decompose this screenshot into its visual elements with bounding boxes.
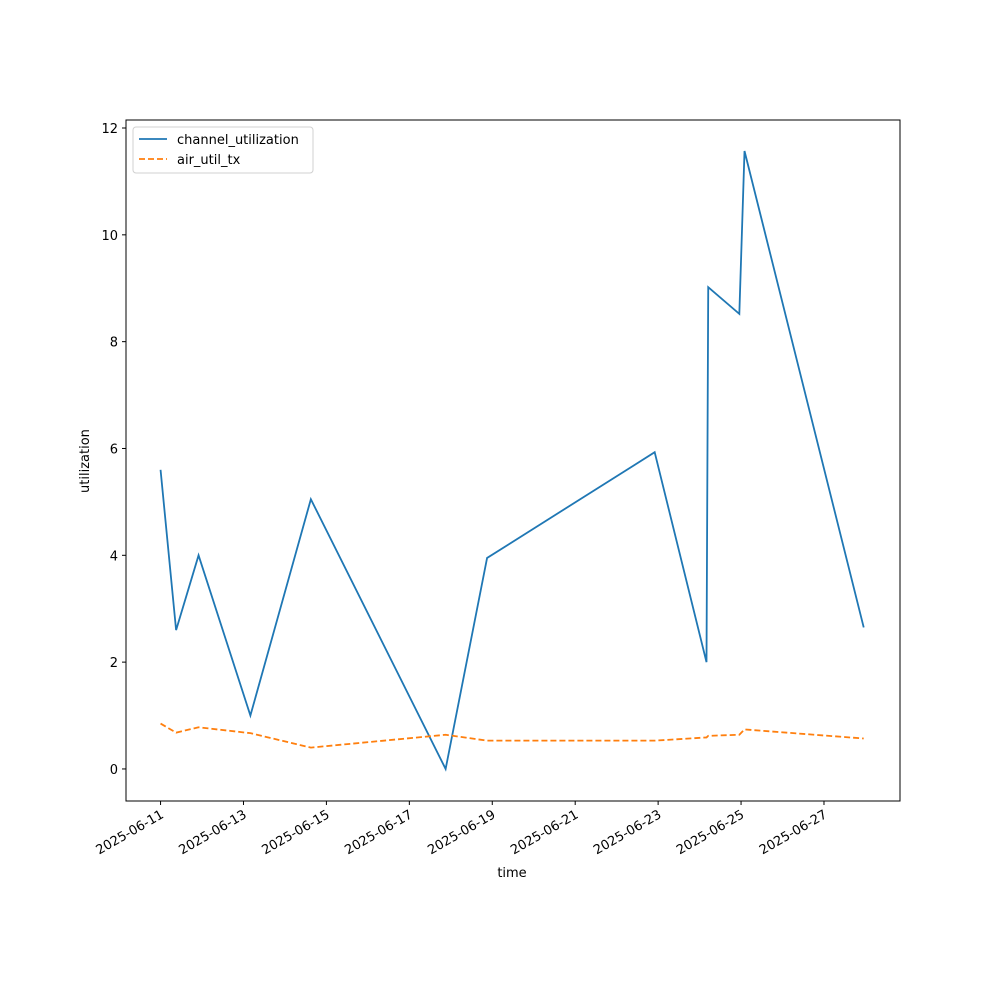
y-tick-label: 10: [101, 229, 118, 244]
y-tick-label: 8: [110, 336, 118, 351]
legend-box: [132, 126, 314, 174]
y-tick-label: 6: [110, 442, 118, 457]
x-axis-label: time: [497, 866, 526, 881]
series-line: [160, 722, 864, 749]
y-tick-label: 0: [110, 763, 118, 778]
legend-label: channel_utilization: [177, 133, 299, 148]
plot-frame: [125, 119, 901, 802]
series-line: [159, 150, 865, 772]
y-tick-label: 2: [110, 656, 118, 671]
legend-label: air_util_tx: [177, 153, 241, 168]
legend: channel_utilization air_util_tx: [132, 126, 314, 174]
y-axis-label: utilization: [78, 429, 93, 493]
y-tick-label: 4: [110, 549, 118, 564]
y-tick-label: 12: [101, 122, 118, 137]
